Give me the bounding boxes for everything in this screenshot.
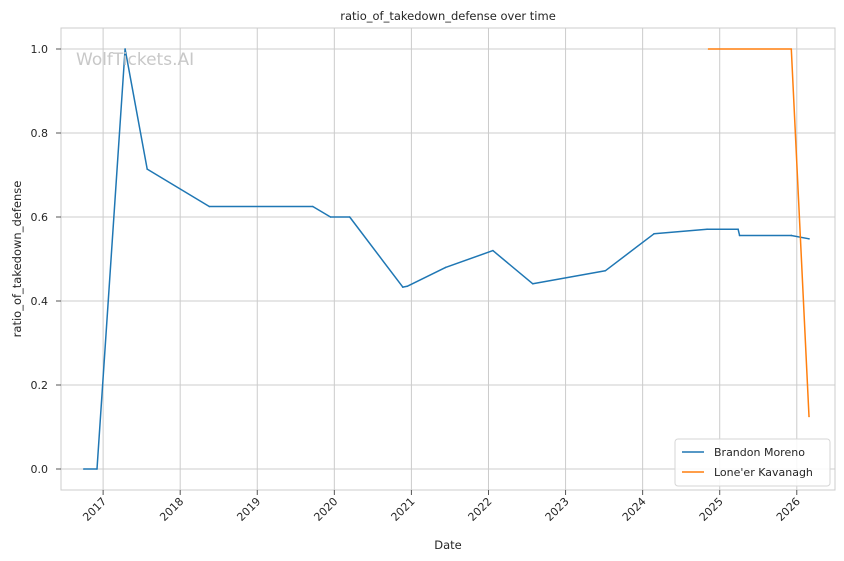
data-point	[348, 216, 351, 218]
series-lines	[82, 48, 810, 470]
data-point	[706, 228, 708, 230]
data-point	[311, 205, 314, 208]
data-point	[96, 468, 98, 470]
y-tick-label: 1.0	[31, 43, 49, 56]
data-point	[532, 282, 534, 285]
legend-box	[674, 438, 831, 487]
y-axis-label: ratio_of_takedown_defense	[10, 181, 24, 338]
data-point	[146, 168, 149, 170]
y-tick-label: 0.2	[31, 379, 49, 392]
data-point	[790, 234, 793, 237]
data-point	[124, 48, 126, 50]
data-point	[208, 205, 211, 208]
data-point	[653, 233, 655, 235]
data-point	[604, 269, 607, 272]
x-axis-label: Date	[434, 538, 462, 552]
y-tick-label: 0.4	[31, 295, 49, 308]
y-tick-label: 0.0	[31, 463, 49, 476]
data-point	[329, 216, 332, 218]
y-axis-ticks: 0.0 0.2 0.4 0.6 0.8 1.0	[31, 43, 61, 476]
data-point	[738, 234, 741, 237]
data-point	[808, 415, 810, 418]
legend-label-loneer-kavanagh: Lone'er Kavanagh	[714, 466, 813, 479]
y-tick-label: 0.8	[31, 127, 49, 140]
data-point	[790, 48, 793, 50]
data-point	[707, 48, 710, 50]
chart-title: ratio_of_takedown_defense over time	[340, 9, 556, 23]
plot-frame	[60, 27, 836, 491]
data-point	[444, 266, 447, 269]
data-point	[492, 249, 494, 252]
watermark: WolfTickets.AI	[76, 50, 194, 70]
data-point	[401, 286, 404, 288]
data-point	[808, 238, 810, 240]
series-line-0	[83, 48, 810, 470]
data-point	[82, 468, 85, 470]
data-point	[406, 285, 408, 288]
legend-label-brandon-moreno: Brandon Moreno	[714, 446, 805, 459]
data-point	[737, 228, 739, 230]
legend: Brandon Moreno Lone'er Kavanagh	[674, 438, 831, 487]
y-tick-label: 0.6	[31, 211, 49, 224]
